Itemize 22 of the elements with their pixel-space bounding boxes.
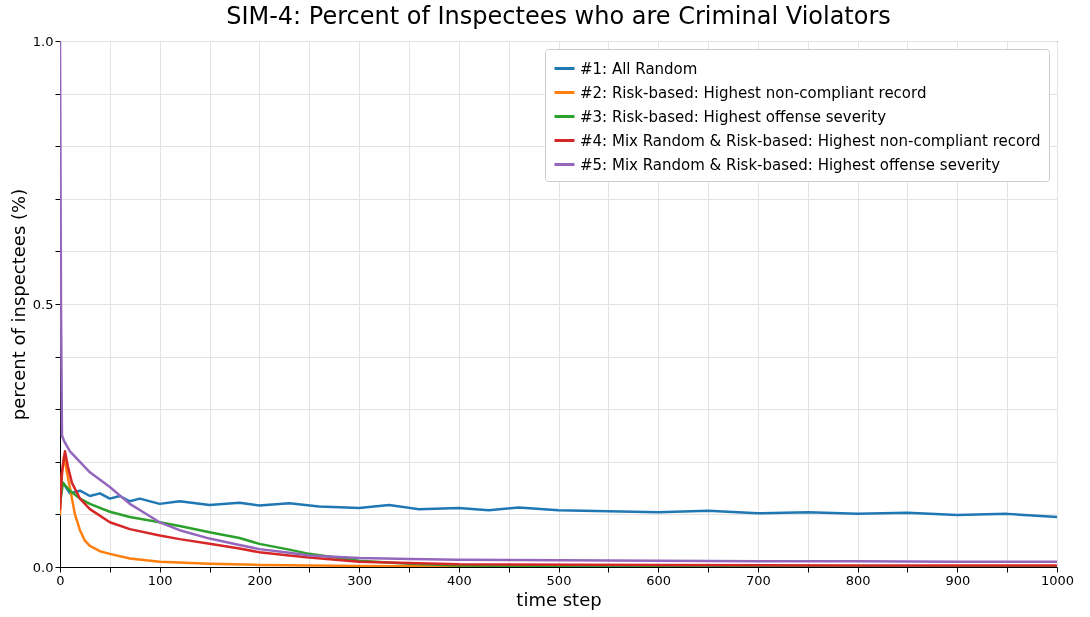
legend-label: #2: Risk-based: Highest non-compliant record <box>580 83 927 102</box>
x-tick-label: 700 <box>745 572 771 588</box>
chart-title: SIM-4: Percent of Inspectees who are Criminal Violators <box>226 2 891 30</box>
x-tick-label: 900 <box>945 572 971 588</box>
y-axis-title: percent of inspectees (%) <box>7 188 29 421</box>
x-tick-label: 500 <box>546 572 572 588</box>
legend-label: #5: Mix Random & Risk-based: Highest offense severity <box>580 155 1001 174</box>
x-tick-label: 200 <box>247 572 273 588</box>
x-tick-label: 800 <box>845 572 871 588</box>
legend-label: #4: Mix Random & Risk-based: Highest non-compliant record <box>580 131 1041 150</box>
legend-label: #3: Risk-based: Highest offense severity <box>580 107 887 126</box>
x-tick-label: 0 <box>56 572 65 588</box>
x-tick-label: 1000 <box>1040 572 1075 588</box>
x-tick-label: 100 <box>147 572 173 588</box>
y-tick-label: 0.5 <box>32 296 54 312</box>
x-tick-label: 600 <box>646 572 672 588</box>
x-axis-title: time step <box>516 588 602 610</box>
legend-label: #1: All Random <box>580 59 698 78</box>
x-tick-label: 400 <box>446 572 472 588</box>
x-tick-label: 300 <box>347 572 373 588</box>
y-tick-label: 1.0 <box>32 33 54 49</box>
y-tick-label: 0.0 <box>32 559 54 575</box>
